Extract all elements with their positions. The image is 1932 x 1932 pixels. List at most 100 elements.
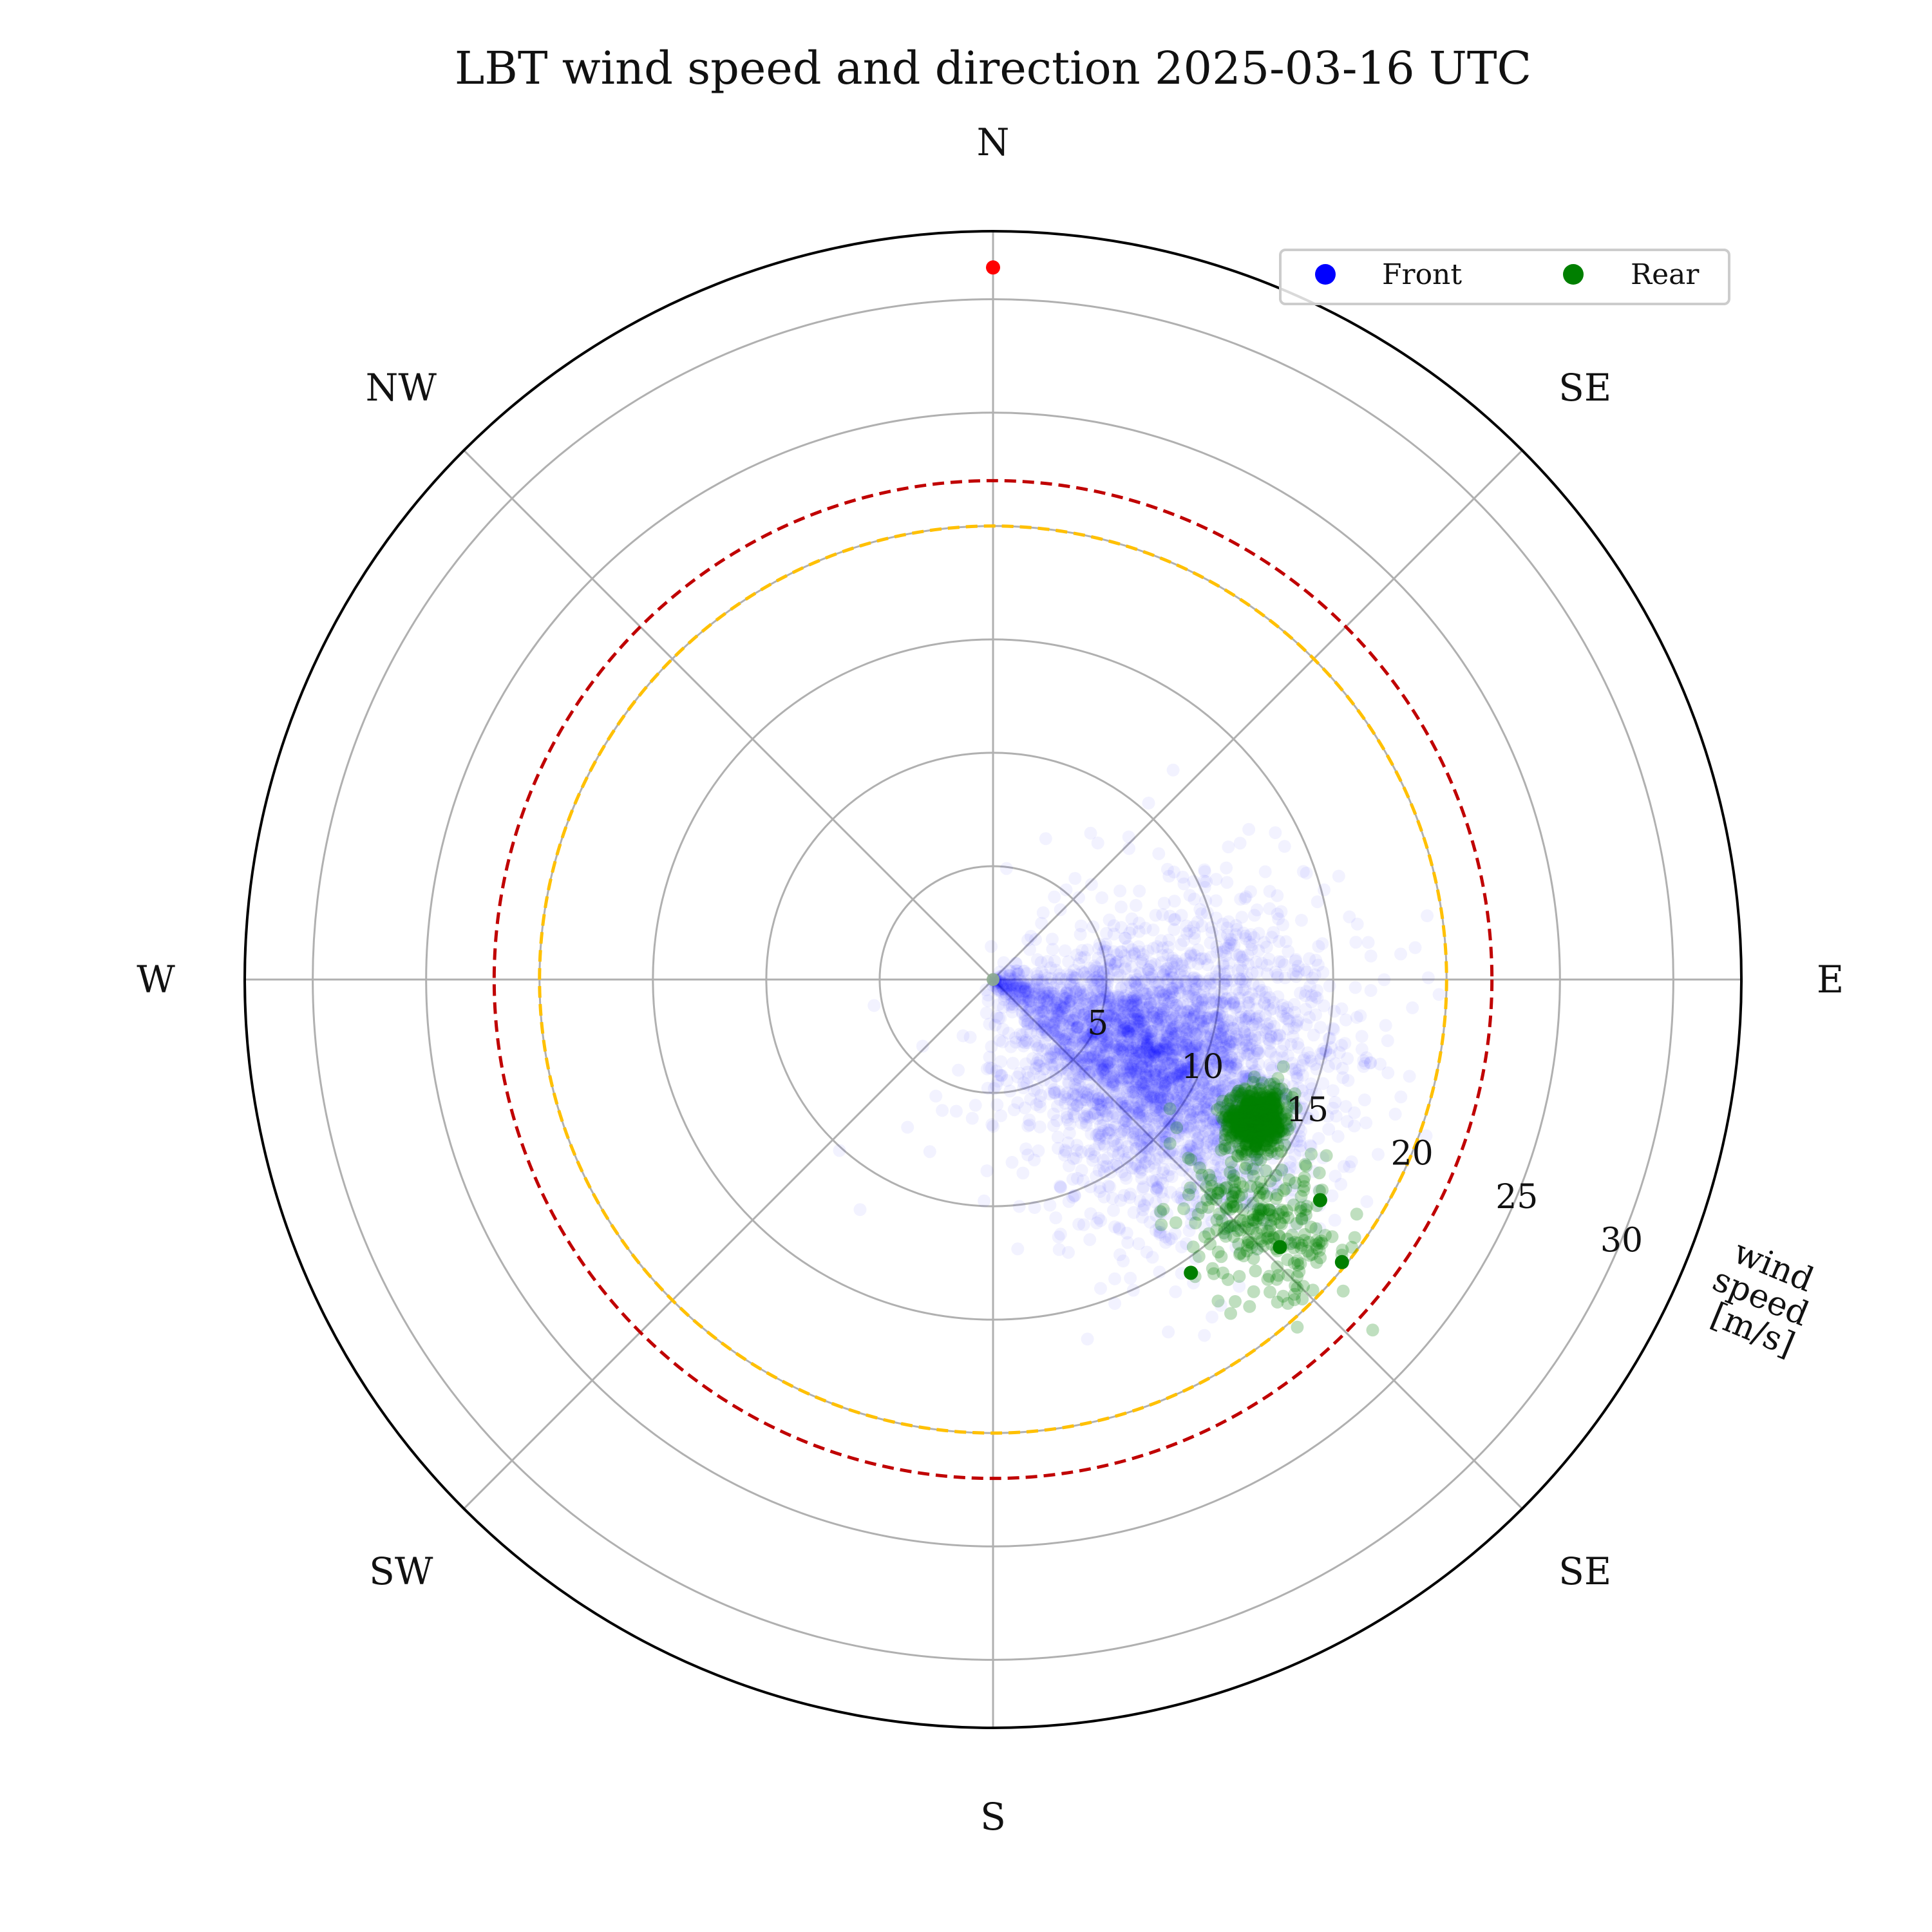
front-point — [1033, 1120, 1046, 1133]
front-point — [1145, 1076, 1159, 1090]
front-point — [1013, 992, 1027, 1006]
front-point — [1245, 987, 1258, 1001]
front-point — [1220, 876, 1234, 889]
front-point — [1128, 1070, 1142, 1083]
front-point — [1273, 1078, 1285, 1092]
front-point — [1216, 917, 1229, 931]
front-point — [1181, 1021, 1195, 1035]
rear-point — [1299, 1203, 1312, 1216]
front-point — [1032, 1144, 1045, 1157]
front-point — [1124, 1019, 1137, 1033]
front-point — [1157, 1050, 1171, 1063]
front-point — [1245, 943, 1258, 956]
front-point — [1156, 1125, 1170, 1139]
front-point — [1132, 1124, 1146, 1138]
front-point — [1097, 1074, 1110, 1087]
front-point — [1305, 971, 1319, 985]
front-point — [1133, 884, 1146, 898]
rear-point — [1259, 1164, 1273, 1177]
rear-point — [1366, 1323, 1379, 1337]
front-point — [1035, 1023, 1048, 1036]
radial-tick-label: 10 — [1181, 1048, 1224, 1086]
front-point — [1109, 1017, 1122, 1030]
front-point — [1157, 1066, 1170, 1080]
rear-point — [1312, 1236, 1326, 1250]
front-point — [1177, 1121, 1190, 1134]
front-point — [1191, 1137, 1204, 1151]
front-point — [1153, 1060, 1167, 1074]
front-point — [1132, 1086, 1145, 1099]
front-point — [1213, 1179, 1227, 1193]
front-point — [1107, 1084, 1121, 1098]
front-point — [1287, 1119, 1300, 1133]
front-point — [1070, 1171, 1084, 1185]
front-point — [1279, 935, 1293, 949]
front-point — [1208, 1168, 1222, 1182]
front-point — [1186, 972, 1200, 985]
front-point — [1058, 944, 1072, 958]
front-point — [1202, 1083, 1216, 1096]
front-point — [1379, 1019, 1392, 1032]
front-point — [1126, 1131, 1140, 1144]
radial-axis-label: wind speed [m/s] — [1694, 1229, 1837, 1369]
front-point — [1213, 1079, 1227, 1093]
front-point — [1101, 1027, 1114, 1041]
front-point — [1141, 1132, 1154, 1146]
front-point — [1077, 1218, 1090, 1231]
front-point — [1108, 1039, 1121, 1053]
front-point — [1133, 1016, 1146, 1028]
front-point — [1119, 989, 1132, 1002]
front-point — [1164, 1094, 1178, 1108]
rear-point — [1264, 1114, 1277, 1128]
front-point — [1018, 978, 1030, 991]
front-point — [1119, 1020, 1133, 1034]
front-point — [1108, 1220, 1121, 1233]
front-point — [1107, 1023, 1121, 1037]
front-point — [1020, 1077, 1034, 1091]
front-point — [1332, 869, 1345, 883]
front-point — [1259, 1026, 1273, 1039]
front-point — [1179, 952, 1193, 966]
front-point — [1008, 994, 1021, 1008]
front-point — [1253, 985, 1266, 999]
front-point — [992, 1011, 1005, 1025]
front-point — [1179, 1046, 1192, 1059]
front-point — [1252, 1057, 1265, 1071]
front-point — [1153, 1265, 1166, 1279]
front-point — [1170, 1088, 1184, 1102]
front-point — [1316, 966, 1330, 979]
front-point — [1040, 1005, 1054, 1018]
front-point — [1132, 1108, 1146, 1121]
front-point — [1213, 1052, 1226, 1065]
front-point — [1144, 1054, 1157, 1067]
front-point — [1285, 1193, 1298, 1206]
front-point — [1105, 1124, 1118, 1137]
front-point — [1327, 1005, 1341, 1018]
front-point — [1000, 1074, 1014, 1087]
front-point — [1113, 1030, 1126, 1044]
front-point — [1215, 945, 1228, 959]
front-point — [1144, 1064, 1157, 1077]
front-point — [1024, 929, 1037, 943]
front-point — [1165, 1118, 1179, 1132]
front-point — [1200, 1113, 1213, 1127]
front-point — [1117, 1039, 1131, 1053]
front-point — [901, 1121, 914, 1134]
front-point — [1155, 1013, 1168, 1027]
rear-point — [1281, 1253, 1294, 1267]
radial-tick-label: 25 — [1495, 1178, 1538, 1217]
front-point — [1034, 988, 1047, 1001]
front-point — [1153, 1151, 1166, 1164]
front-point — [1134, 967, 1147, 981]
front-point — [1051, 1057, 1064, 1070]
front-point — [1037, 992, 1050, 1006]
front-point — [1204, 1191, 1218, 1204]
front-point — [1075, 1164, 1088, 1177]
front-point — [1186, 983, 1200, 996]
front-point — [1152, 1043, 1166, 1057]
rear-point — [1154, 1205, 1168, 1218]
front-point — [1234, 1197, 1247, 1211]
front-point — [1132, 1050, 1146, 1063]
front-point — [1278, 840, 1291, 853]
front-point — [1277, 1161, 1291, 1175]
